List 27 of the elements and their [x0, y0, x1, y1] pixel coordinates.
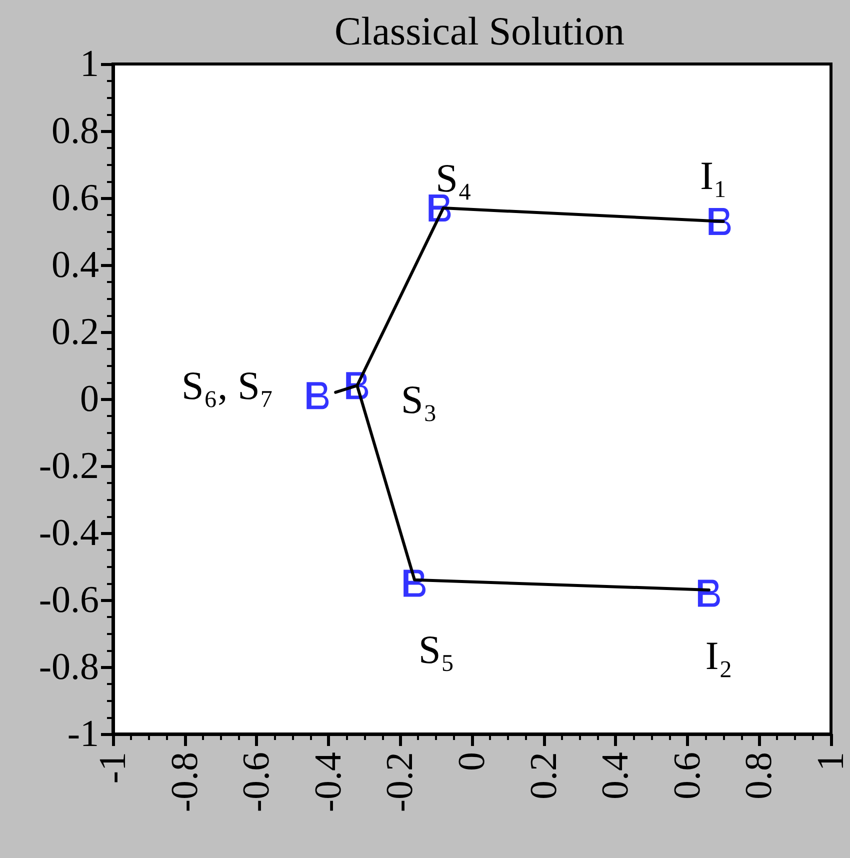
chart-title: Classical Solution: [334, 8, 624, 54]
annotation: S₄: [436, 156, 472, 201]
y-tick-label: 0.8: [52, 110, 99, 152]
x-tick-label: -0.4: [307, 752, 350, 812]
y-tick-label: -0.6: [38, 579, 99, 621]
x-tick-label: -0.6: [236, 752, 278, 812]
y-tick-label: -0.2: [38, 445, 99, 487]
x-tick-label: 0.2: [522, 752, 565, 800]
y-tick-label: 0: [80, 378, 99, 420]
y-tick-label: -0.8: [38, 646, 99, 688]
annotation: S₅: [418, 626, 455, 672]
x-tick-label: -0.2: [379, 752, 422, 812]
y-tick-label: 0.4: [52, 244, 99, 286]
x-tick-label: 0.8: [738, 752, 780, 800]
x-tick-label: 0.4: [594, 752, 637, 800]
x-tick-label: 1: [810, 752, 850, 771]
y-tick-label: 1: [80, 43, 99, 85]
y-tick-label: 0.2: [52, 311, 99, 353]
x-tick-label: 0.6: [666, 752, 708, 800]
annotation: S₆, S₇: [181, 363, 274, 408]
x-tick-label: 0: [451, 752, 493, 771]
annotation: I₁: [700, 152, 728, 198]
y-tick-label: 0.6: [52, 177, 99, 219]
annotation: I₂: [705, 632, 733, 678]
y-tick-label: -0.4: [38, 512, 99, 554]
x-tick-label: -0.8: [164, 752, 206, 812]
annotation: S₃: [401, 377, 438, 422]
